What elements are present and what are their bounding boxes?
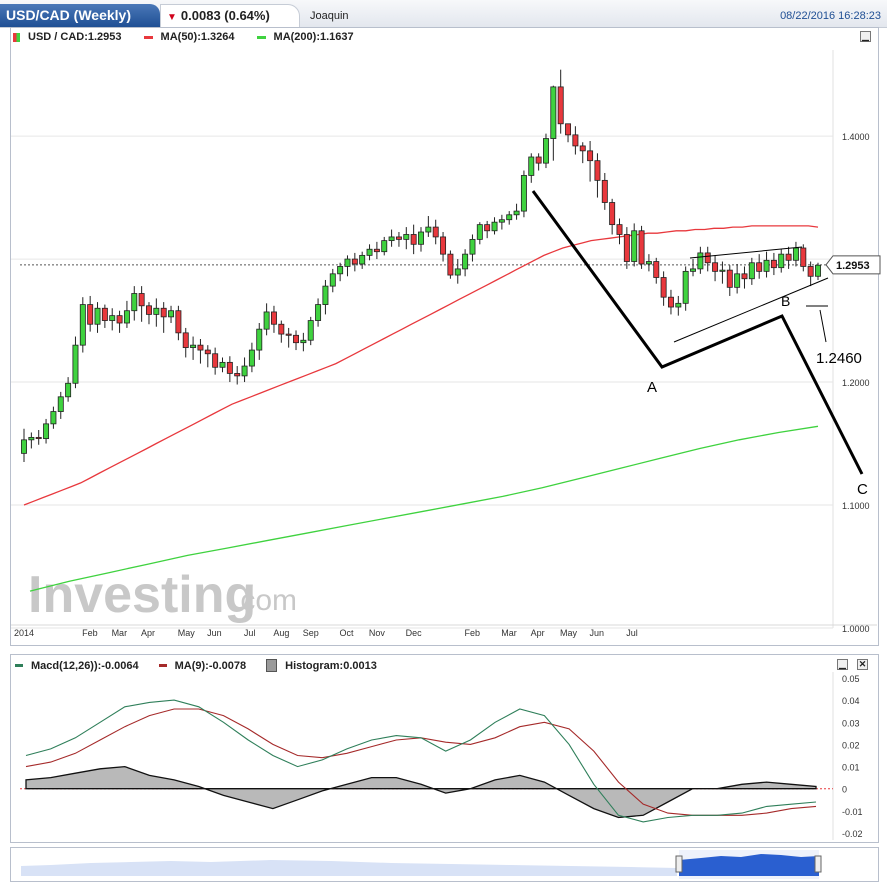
close-macd-button[interactable]: ✕ [857, 659, 868, 670]
legend-histogram: Histogram:0.0013 [285, 659, 377, 672]
legend-ma200: MA(200):1.1637 [273, 31, 354, 43]
down-arrow-icon: ▼ [167, 12, 177, 23]
chart-datetime: 08/22/2016 16:28:23 [780, 10, 881, 22]
histogram-swatch [266, 659, 278, 672]
navigator-panel[interactable] [10, 847, 879, 882]
ma200-swatch [256, 35, 266, 39]
legend-macd: Macd(12,26)):-0.0064 [31, 659, 139, 672]
macd-panel: Macd(12,26)):-0.0064 MA(9):-0.0078 Histo… [10, 654, 879, 843]
price-legend: USD / CAD:1.2953 MA(50):1.3264 MA(200):1… [13, 31, 354, 43]
navigator-history-area [21, 860, 677, 876]
navigator-chart [21, 850, 822, 879]
ma50-swatch [143, 35, 153, 39]
legend-signal: MA(9):-0.0078 [174, 659, 247, 672]
navigator-selected-area [679, 854, 819, 876]
legend-price: USD / CAD:1.2953 [28, 31, 122, 43]
signal-swatch [158, 664, 167, 667]
price-change-value: 0.0083 (0.64%) [180, 8, 270, 23]
author-name: Joaquin [310, 10, 349, 22]
navigator-left-handle[interactable] [675, 855, 683, 873]
chart-header: USD/CAD (Weekly) ▼ 0.0083 (0.64%) Joaquin… [0, 0, 887, 28]
price-panel: USD / CAD:1.2953 MA(50):1.3264 MA(200):1… [10, 27, 879, 646]
macd-swatch [15, 664, 23, 667]
legend-ma50: MA(50):1.3264 [160, 31, 235, 43]
minimize-price-button[interactable]: ▁ [860, 31, 871, 42]
pair-title-tab[interactable]: USD/CAD (Weekly) [0, 4, 160, 27]
price-change-tab: ▼ 0.0083 (0.64%) [160, 4, 300, 27]
minimize-macd-button[interactable]: ▁ [837, 659, 848, 670]
navigator-right-handle[interactable] [814, 855, 822, 873]
price-legend-swatch [13, 32, 20, 42]
macd-legend: Macd(12,26)):-0.0064 MA(9):-0.0078 Histo… [15, 659, 377, 672]
